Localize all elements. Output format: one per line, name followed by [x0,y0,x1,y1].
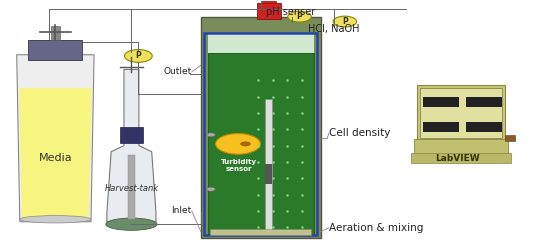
Circle shape [333,16,357,27]
Bar [210,229,311,234]
Text: Turbidity
sensor: Turbidity sensor [221,159,257,172]
Circle shape [207,133,215,137]
Text: P: P [342,17,348,26]
Text: Aeration & mixing: Aeration & mixing [329,223,423,233]
Text: P: P [135,51,141,61]
Bar [414,139,508,155]
Bar [410,153,511,163]
Bar [265,164,272,184]
Text: HCl, NaOH: HCl, NaOH [308,24,359,34]
Circle shape [125,50,152,62]
Bar [423,97,459,107]
Bar [208,53,314,234]
Bar [505,135,515,142]
Polygon shape [19,88,92,219]
Bar [466,122,502,132]
Bar [257,3,281,19]
Text: LabVIEW: LabVIEW [435,154,480,163]
Text: pH senser: pH senser [266,7,316,17]
Bar [262,0,277,3]
Circle shape [240,142,251,146]
Bar [201,17,321,238]
Bar [208,33,314,53]
Ellipse shape [106,218,157,230]
Bar [204,33,317,235]
Polygon shape [107,69,156,222]
Text: Harvest-tank: Harvest-tank [104,184,158,193]
Text: Inlet: Inlet [172,206,192,215]
Bar [28,40,82,60]
Text: Media: Media [39,153,72,163]
Bar [466,97,502,107]
Bar [419,88,502,138]
Bar [423,122,459,132]
Polygon shape [17,55,94,222]
Bar [128,155,135,219]
Text: P: P [296,12,302,21]
Bar [265,99,272,230]
Circle shape [288,11,311,22]
Ellipse shape [20,216,91,223]
Text: Cell density: Cell density [329,128,390,138]
Bar [417,85,505,142]
Circle shape [216,134,261,154]
Bar [51,26,60,40]
Circle shape [207,187,215,191]
Text: Outlet: Outlet [164,67,192,76]
Bar [120,127,143,143]
